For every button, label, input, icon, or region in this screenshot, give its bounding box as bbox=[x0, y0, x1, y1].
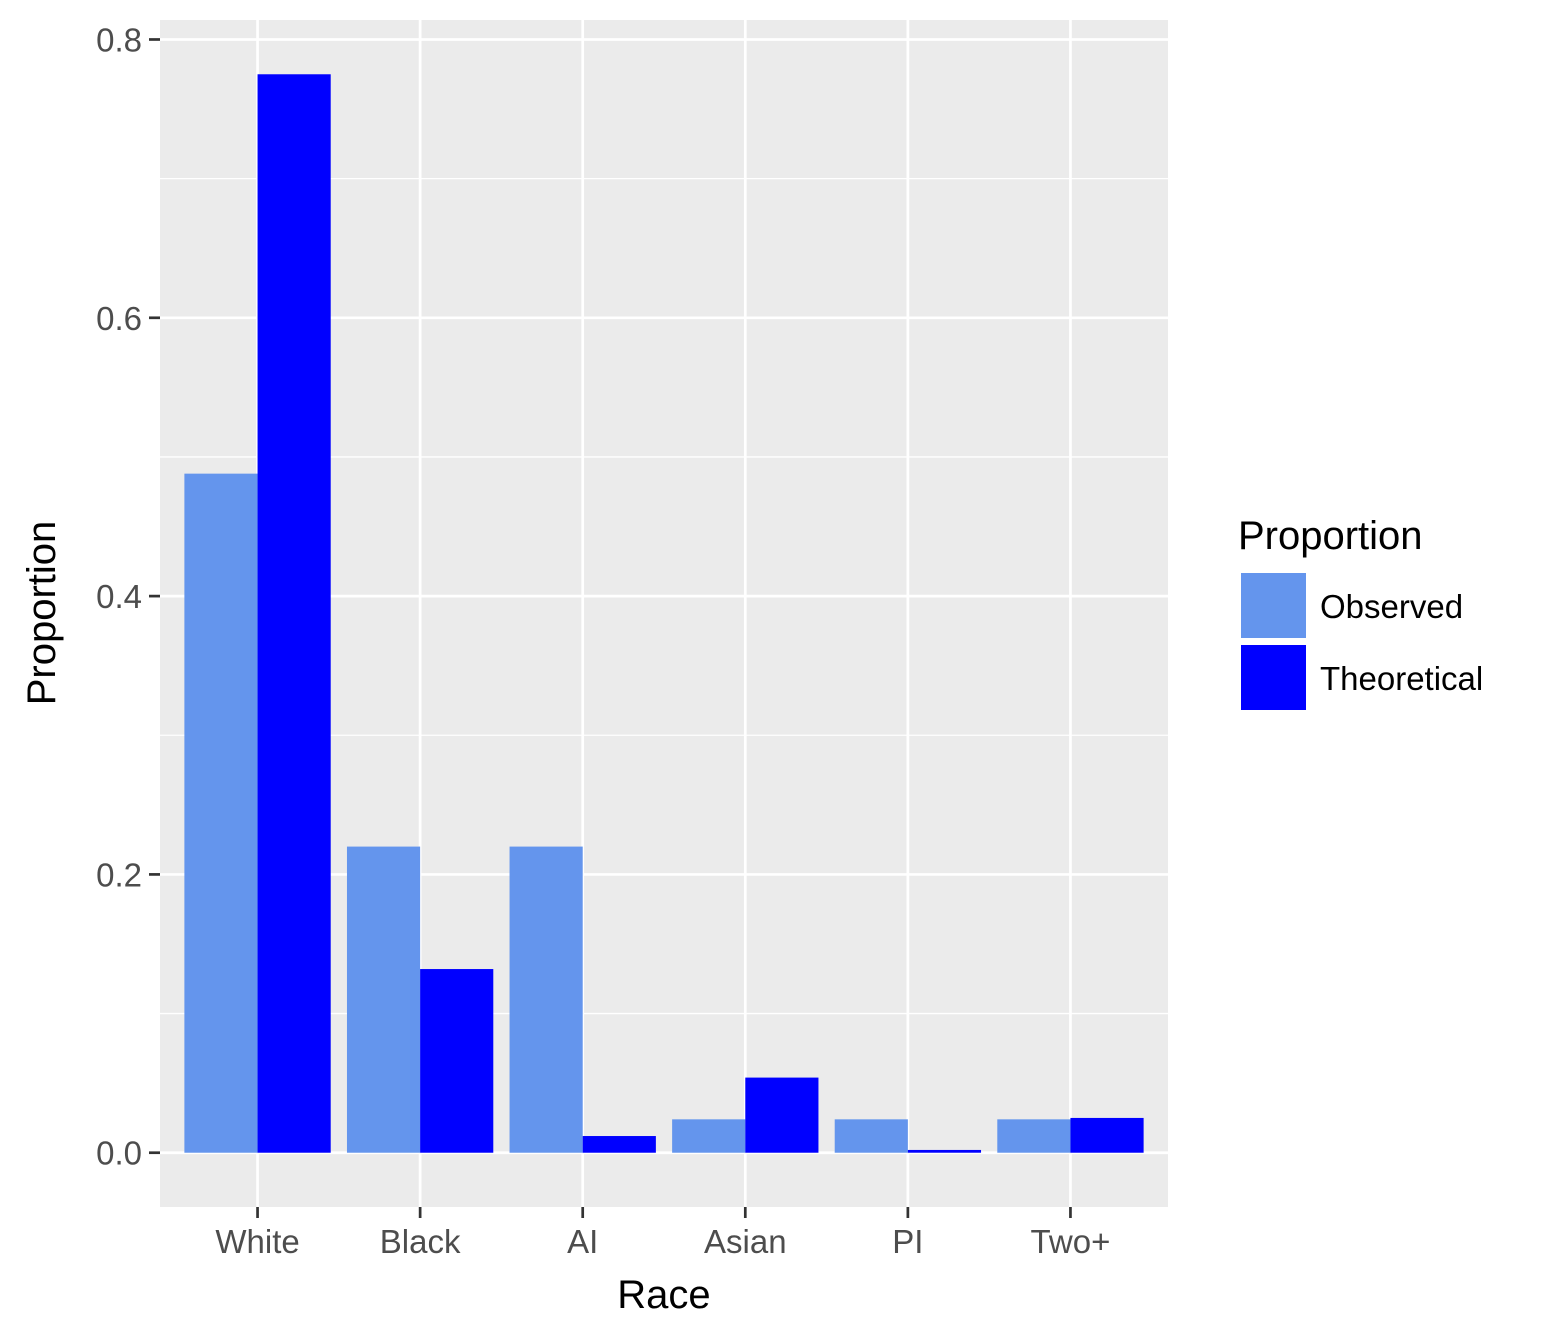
legend-key-observed bbox=[1239, 571, 1308, 640]
bar-theoretical-asian bbox=[745, 1077, 819, 1153]
bar-observed-ai bbox=[509, 846, 583, 1153]
legend-items: Observed Theoretical bbox=[1239, 571, 1483, 712]
bar-observed-asian bbox=[672, 1119, 746, 1153]
y-tick-label: 0.4 bbox=[96, 578, 142, 615]
bar-observed-two bbox=[997, 1119, 1071, 1153]
x-tick-label: Black bbox=[380, 1223, 461, 1260]
y-tick-label: 0.2 bbox=[96, 856, 142, 893]
x-tick-label: White bbox=[215, 1223, 299, 1260]
bar-theoretical-black bbox=[420, 969, 494, 1153]
x-tick-label: Two+ bbox=[1031, 1223, 1111, 1260]
bar-theoretical-white bbox=[257, 74, 331, 1153]
legend-key-theoretical bbox=[1239, 643, 1308, 712]
x-tick-label: AI bbox=[567, 1223, 598, 1260]
legend-title: Proportion bbox=[1238, 514, 1423, 558]
bar-observed-pi bbox=[834, 1119, 908, 1153]
x-axis-title: Race bbox=[617, 1273, 710, 1317]
bar-observed-white bbox=[184, 473, 258, 1153]
legend-label-theoretical: Theoretical bbox=[1320, 660, 1483, 697]
bar-theoretical-pi bbox=[907, 1149, 982, 1153]
y-tick-label: 0.8 bbox=[96, 21, 142, 58]
x-axis: White Black AI Asian PI Two+ bbox=[215, 1207, 1110, 1260]
legend-label-observed: Observed bbox=[1320, 588, 1463, 625]
x-tick-label: Asian bbox=[704, 1223, 787, 1260]
legend: Proportion Observed Theoretical bbox=[1238, 514, 1483, 712]
bar-theoretical-ai bbox=[582, 1136, 656, 1153]
bars bbox=[184, 74, 1144, 1153]
y-axis: 0.0 0.2 0.4 0.6 0.8 bbox=[96, 21, 160, 1172]
bar-theoretical-two bbox=[1070, 1117, 1144, 1153]
x-tick-label: PI bbox=[892, 1223, 923, 1260]
y-tick-label: 0.0 bbox=[96, 1135, 142, 1172]
y-tick-label: 0.6 bbox=[96, 300, 142, 337]
y-axis-title: Proportion bbox=[20, 521, 64, 706]
bar-observed-black bbox=[346, 846, 421, 1153]
